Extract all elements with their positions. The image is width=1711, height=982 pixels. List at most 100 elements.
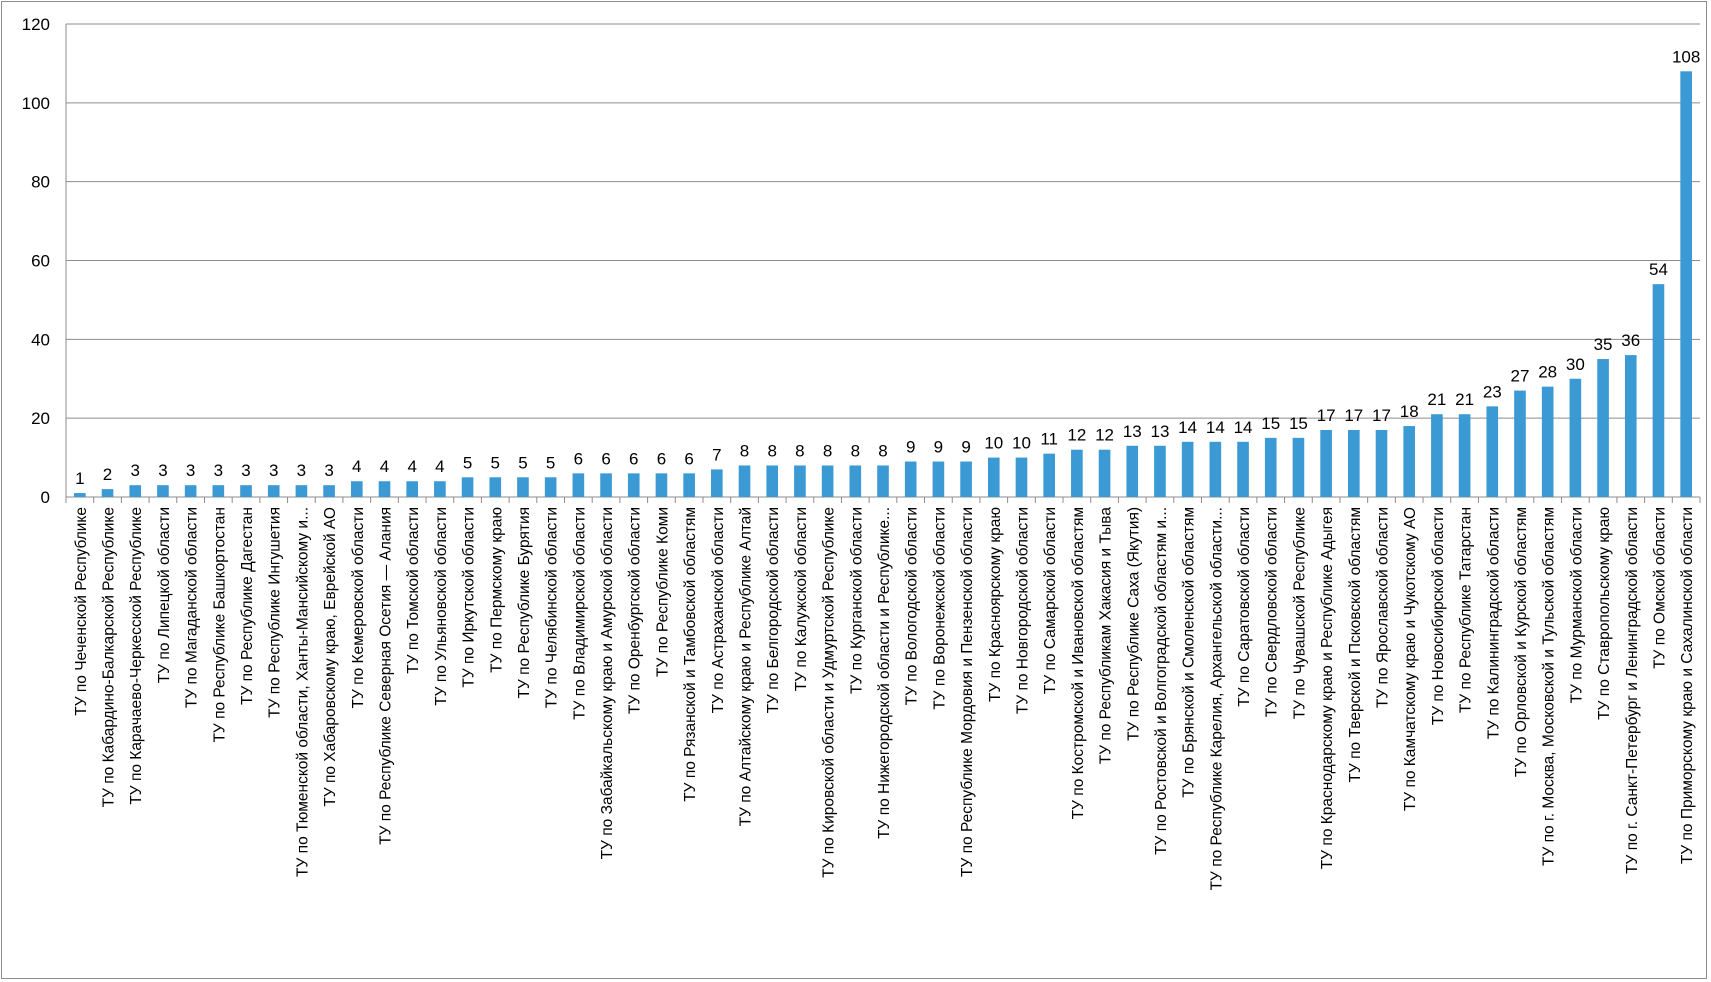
category-label: ТУ по Оренбургской области	[627, 507, 644, 714]
category-label: ТУ по Краснодарскому краю и Республике А…	[1319, 507, 1336, 869]
bar	[932, 461, 945, 497]
category-label: ТУ по Костромской и Ивановской областям	[1070, 507, 1087, 819]
bar	[101, 489, 114, 497]
data-label: 35	[1594, 335, 1613, 354]
data-label: 4	[380, 457, 389, 476]
category-label: ТУ по Иркутской области	[461, 507, 478, 688]
data-label: 5	[463, 453, 472, 472]
data-label: 4	[407, 457, 416, 476]
category-label: ТУ по Челябинской области	[544, 507, 561, 708]
category-label: ТУ по Новосибирской области	[1430, 507, 1447, 725]
data-label: 13	[1150, 422, 1169, 441]
bar	[1320, 429, 1332, 497]
bar	[1403, 426, 1416, 497]
data-label: 9	[934, 438, 943, 457]
y-tick-label: 40	[31, 330, 50, 349]
data-label: 5	[518, 453, 527, 472]
bar	[406, 481, 419, 497]
category-label: ТУ по Ставропольскому краю	[1596, 507, 1613, 720]
bar	[1154, 445, 1166, 497]
category-label: ТУ по Орловской и Курской областям	[1513, 507, 1530, 777]
data-label: 14	[1178, 418, 1197, 437]
data-label: 6	[684, 449, 693, 468]
bar	[1514, 390, 1526, 497]
category-label: ТУ по Рязанской и Тамбовской областям	[682, 507, 699, 802]
bar	[378, 481, 391, 497]
data-label: 17	[1317, 406, 1336, 425]
data-label: 3	[214, 461, 223, 480]
category-label: ТУ по Республике Коми	[654, 507, 671, 677]
category-label: ТУ по Ростовской и Волгоградской областя…	[1153, 507, 1170, 855]
category-label: ТУ по Алтайскому краю и Республике Алтай	[738, 507, 755, 826]
data-label: 9	[906, 438, 915, 457]
bar	[184, 485, 197, 497]
bar	[1680, 71, 1692, 498]
data-label: 28	[1538, 363, 1557, 382]
y-axis-tick-labels: 0 20 40 60 80 100 120	[22, 15, 50, 507]
data-label: 6	[629, 449, 638, 468]
category-label: ТУ по Ульяновской области	[433, 507, 450, 706]
data-label: 21	[1427, 390, 1446, 409]
data-label: 18	[1400, 402, 1419, 421]
bar	[157, 485, 169, 497]
data-label: 9	[961, 438, 970, 457]
category-label: ТУ по Воронежской области	[931, 507, 948, 710]
bar	[1181, 441, 1194, 497]
category-label: ТУ по Камчатскому краю и Чукотскому АО	[1402, 507, 1419, 811]
bar	[240, 485, 252, 497]
data-label: 30	[1566, 355, 1585, 374]
bars	[74, 71, 1692, 498]
bar	[1264, 437, 1277, 497]
bar	[1375, 429, 1388, 497]
bar	[1126, 445, 1139, 497]
bar	[1569, 378, 1582, 497]
category-label: ТУ по Саратовской области	[1236, 507, 1253, 707]
data-label: 27	[1511, 367, 1530, 386]
bar	[1652, 284, 1665, 497]
data-label: 14	[1234, 418, 1253, 437]
category-label: ТУ по Мурманской области	[1568, 507, 1585, 703]
data-label: 6	[657, 449, 666, 468]
bar	[655, 473, 668, 497]
data-label: 6	[574, 449, 583, 468]
category-label: ТУ по Калининградской области	[1485, 507, 1502, 739]
data-label: 7	[712, 445, 721, 464]
bar	[1541, 386, 1554, 497]
bar	[572, 473, 585, 497]
bar	[794, 465, 806, 497]
category-label: ТУ по Кировской области и Удмуртской Рес…	[821, 507, 838, 878]
category-label: ТУ по Белгородской области	[765, 507, 782, 713]
data-label: 17	[1344, 406, 1363, 425]
category-label: ТУ по Тверской и Псковской областям	[1347, 507, 1364, 782]
bar	[683, 473, 695, 497]
category-label: ТУ по Курганской области	[848, 507, 865, 694]
bar	[489, 477, 502, 497]
data-label: 3	[186, 461, 195, 480]
bar	[1098, 449, 1111, 497]
category-label: ТУ по Приморскому краю и Сахалинской обл…	[1679, 507, 1696, 864]
y-tick-label: 100	[22, 94, 50, 113]
data-label: 3	[131, 461, 140, 480]
category-label: ТУ по Калужской области	[793, 507, 810, 691]
data-label: 2	[103, 465, 112, 484]
category-label: ТУ по Красноярскому краю	[987, 507, 1004, 702]
category-label: ТУ по г. Санкт-Петербург и Ленинградской…	[1624, 507, 1641, 874]
data-label: 15	[1289, 414, 1308, 433]
data-labels: 1 2 3 3 3 3 3 3 3 3 4 4 4 4 5 5 5 5 6 6 6 6 6 7 8 8 8 8 8 8 9 9 9 10 10 11 1…	[75, 47, 1700, 488]
category-label: ТУ по Нижегородской области и Республике…	[876, 507, 893, 839]
data-label: 8	[851, 441, 860, 460]
category-label: ТУ по Магаданской области	[184, 507, 201, 708]
data-label: 4	[352, 457, 361, 476]
y-tick-label: 80	[31, 173, 50, 192]
data-label: 15	[1261, 414, 1280, 433]
bar	[1237, 441, 1249, 497]
category-label: ТУ по Кемеровской области	[350, 507, 367, 708]
bar	[1624, 355, 1637, 497]
data-label: 8	[740, 441, 749, 460]
bar	[1015, 457, 1028, 497]
bar	[738, 465, 751, 497]
data-label: 10	[984, 434, 1003, 453]
data-label: 21	[1455, 390, 1474, 409]
bar	[461, 477, 474, 497]
